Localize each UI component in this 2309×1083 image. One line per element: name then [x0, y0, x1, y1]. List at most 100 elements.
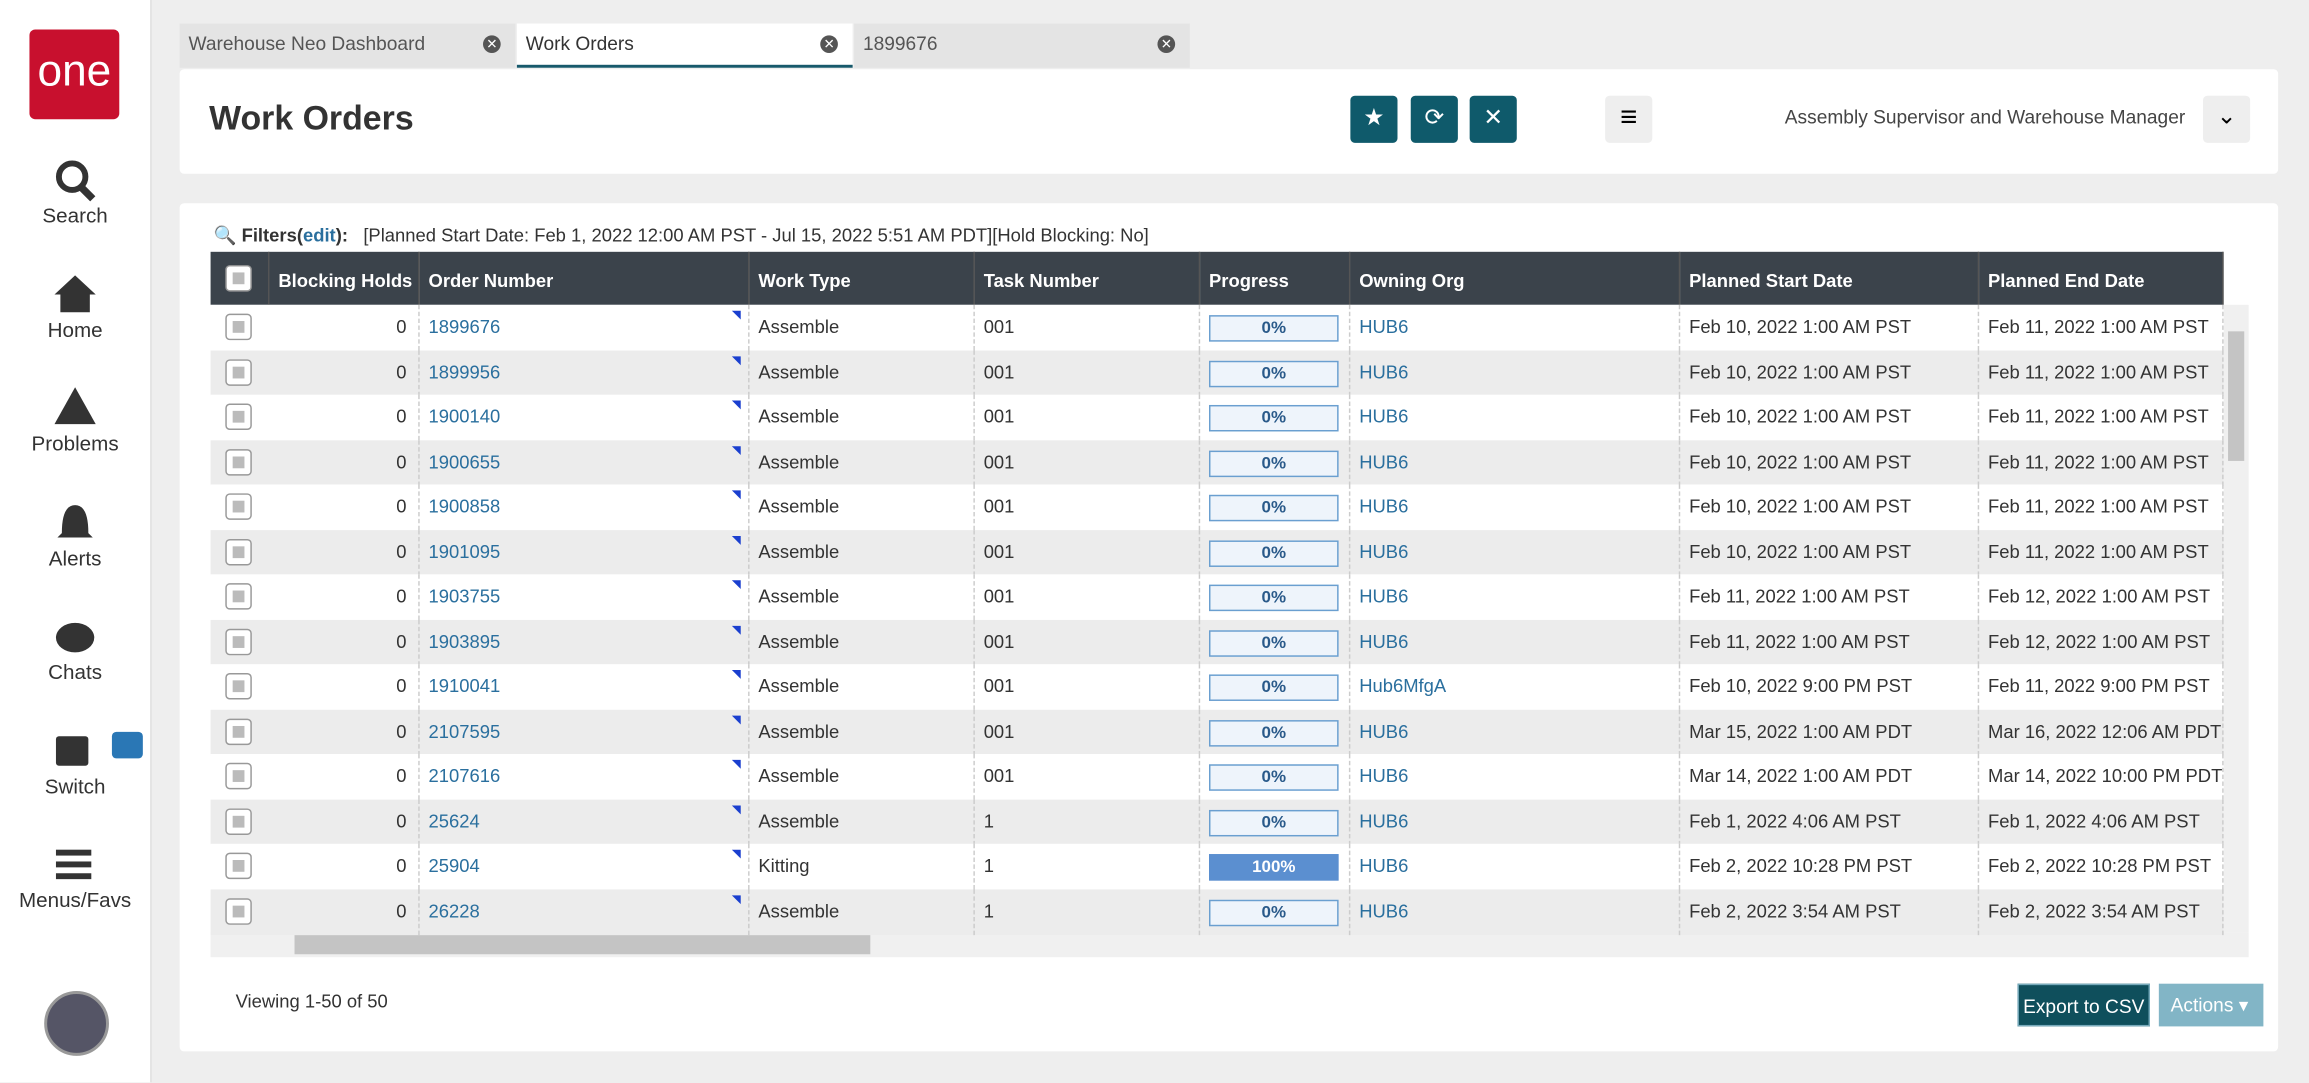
cell: 001	[975, 574, 1200, 620]
cell[interactable]: HUB6	[1350, 889, 1680, 935]
filters: 🔍 Filters(edit): [Planned Start Date: Fe…	[214, 225, 1149, 247]
column-header[interactable]: Owning Org	[1350, 252, 1680, 305]
row-checkbox[interactable]	[225, 538, 252, 565]
order-number[interactable]: 2107616	[420, 754, 750, 800]
cell[interactable]: HUB6	[1350, 305, 1680, 351]
sidebar-item[interactable]: Alerts	[0, 546, 150, 570]
row-checkbox[interactable]	[225, 314, 252, 341]
order-number[interactable]: 25904	[420, 844, 750, 890]
cell[interactable]: HUB6	[1350, 754, 1680, 800]
row-flag	[732, 670, 741, 679]
order-number[interactable]: 1900655	[420, 440, 750, 486]
user-dropdown[interactable]: ⌄	[2203, 96, 2250, 143]
column-header[interactable]: Order Number	[420, 252, 750, 305]
cell[interactable]: HUB6	[1350, 440, 1680, 486]
order-number[interactable]: 1899956	[420, 350, 750, 396]
order-number[interactable]: 25624	[420, 799, 750, 845]
logo[interactable]: one	[29, 29, 119, 119]
column-header[interactable]: Planned Start Date	[1680, 252, 1979, 305]
cell[interactable]: HUB6	[1350, 844, 1680, 890]
column-header[interactable]: Planned End Date	[1979, 252, 2223, 305]
column-header[interactable]: Blocking Holds	[269, 252, 419, 305]
cell: 0	[269, 754, 419, 800]
row-checkbox[interactable]	[225, 673, 252, 700]
row-checkbox[interactable]	[225, 628, 252, 655]
cell[interactable]: HUB6	[1350, 484, 1680, 530]
row-checkbox[interactable]	[225, 853, 252, 880]
cell[interactable]: HUB6	[1350, 574, 1680, 620]
column-header[interactable]: Task Number	[975, 252, 1200, 305]
progress-label: 0%	[1209, 585, 1339, 612]
row-checkbox[interactable]	[225, 493, 252, 520]
order-number[interactable]: 1903895	[420, 619, 750, 665]
row-flag	[732, 445, 741, 454]
filters-edit[interactable]: edit	[303, 225, 336, 246]
tab-close[interactable]: ✕	[483, 35, 501, 53]
cell: 001	[975, 395, 1200, 441]
order-number[interactable]: 26228	[420, 889, 750, 935]
avatar[interactable]	[44, 991, 109, 1056]
cell[interactable]: HUB6	[1350, 350, 1680, 396]
order-number[interactable]: 1900140	[420, 395, 750, 441]
row-flag	[732, 805, 741, 814]
order-number[interactable]: 1903755	[420, 574, 750, 620]
order-number[interactable]: 1899676	[420, 305, 750, 351]
row-checkbox[interactable]	[225, 898, 252, 925]
tab[interactable]: 1899676✕	[854, 24, 1190, 68]
sidebar-item[interactable]: Menus/Favs	[0, 888, 150, 912]
row-checkbox[interactable]	[225, 763, 252, 790]
refresh-button[interactable]: ⟳	[1411, 96, 1458, 143]
filters-label: Filters	[242, 225, 297, 246]
column-header[interactable]: Progress	[1200, 252, 1350, 305]
tab-close[interactable]: ✕	[820, 35, 838, 53]
cell: Feb 11, 2022 1:00 AM PST	[1979, 529, 2223, 575]
cell[interactable]: HUB6	[1350, 799, 1680, 845]
tab-close[interactable]: ✕	[1157, 35, 1175, 53]
progress-label: 0%	[1209, 899, 1339, 926]
menu-button[interactable]: ≡	[1605, 96, 1652, 143]
cell: Feb 11, 2022 1:00 AM PST	[1979, 395, 2223, 441]
order-number[interactable]: 2107595	[420, 709, 750, 755]
header-checkbox[interactable]	[225, 265, 252, 292]
cell[interactable]: HUB6	[1350, 709, 1680, 755]
h-scrollbar[interactable]	[211, 932, 2249, 957]
sidebar-item[interactable]: Chats	[0, 660, 150, 684]
close-button[interactable]: ✕	[1470, 96, 1517, 143]
cell: 0	[269, 484, 419, 530]
cell[interactable]: Hub6MfgA	[1350, 664, 1680, 710]
cell[interactable]: HUB6	[1350, 619, 1680, 665]
row-checkbox[interactable]	[225, 718, 252, 745]
v-scrollbar[interactable]	[2224, 305, 2249, 932]
cell: Feb 2, 2022 10:28 PM PST	[1680, 844, 1979, 890]
row-checkbox[interactable]	[225, 359, 252, 386]
tab[interactable]: Warehouse Neo Dashboard✕	[180, 24, 516, 68]
cell: Feb 11, 2022 1:00 AM PST	[1979, 305, 2223, 351]
order-number[interactable]: 1910041	[420, 664, 750, 710]
order-number[interactable]: 1901095	[420, 529, 750, 575]
cell[interactable]: HUB6	[1350, 529, 1680, 575]
tab[interactable]: Work Orders✕	[517, 24, 853, 68]
cell[interactable]: HUB6	[1350, 395, 1680, 441]
actions-button[interactable]: Actions ▾	[2159, 984, 2264, 1027]
row-checkbox[interactable]	[225, 448, 252, 475]
row-checkbox[interactable]	[225, 583, 252, 610]
cell: Assemble	[750, 619, 975, 665]
cell: 001	[975, 529, 1200, 575]
row-checkbox[interactable]	[225, 808, 252, 835]
cell: 001	[975, 350, 1200, 396]
order-number[interactable]: 1900858	[420, 484, 750, 530]
sidebar-item[interactable]: Switch	[0, 775, 150, 799]
sidebar-item[interactable]: Problems	[0, 431, 150, 455]
cell: Feb 2, 2022 3:54 AM PST	[1680, 889, 1979, 935]
cell: Feb 10, 2022 1:00 AM PST	[1680, 395, 1979, 441]
row-checkbox[interactable]	[225, 403, 252, 430]
sidebar-item[interactable]: Search	[0, 203, 150, 227]
column-header[interactable]: Work Type	[750, 252, 975, 305]
cell: Feb 1, 2022 4:06 AM PST	[1680, 799, 1979, 845]
export-button[interactable]: Export to CSV	[2017, 984, 2150, 1027]
progress-label: 0%	[1209, 674, 1339, 701]
row-flag	[732, 850, 741, 859]
favorite-button[interactable]: ★	[1350, 96, 1397, 143]
sidebar-item[interactable]: Home	[0, 318, 150, 342]
cell: Assemble	[750, 664, 975, 710]
